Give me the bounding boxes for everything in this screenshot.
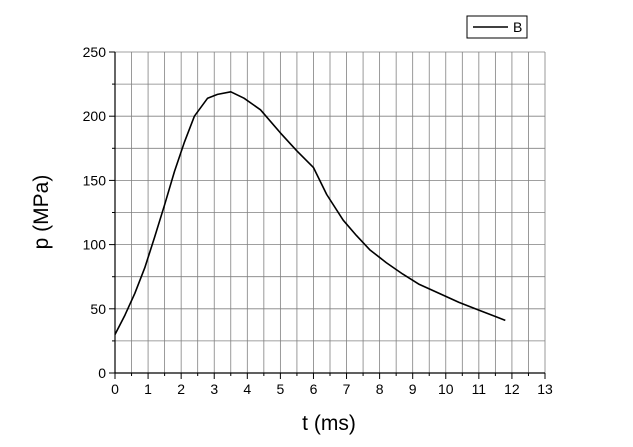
- x-tick-label: 12: [504, 381, 520, 397]
- x-tick-label: 10: [438, 381, 454, 397]
- grid: [115, 51, 546, 373]
- x-tick-label: 13: [537, 381, 553, 397]
- y-tick-label: 100: [83, 237, 107, 253]
- series-layer: [114, 91, 506, 335]
- x-tick-label: 5: [276, 381, 284, 397]
- y-tick-label: 250: [83, 44, 107, 60]
- y-tick-label: 150: [83, 172, 107, 188]
- x-tick-label: 2: [177, 381, 185, 397]
- x-tick-label: 4: [243, 381, 251, 397]
- x-tick-label: 9: [409, 381, 417, 397]
- x-tick-label: 1: [144, 381, 152, 397]
- x-tick-label: 3: [210, 381, 218, 397]
- y-tick-label: 50: [90, 301, 106, 317]
- x-tick-label: 11: [472, 381, 487, 397]
- x-tick-label: 6: [310, 381, 318, 397]
- x-axis-label: t (ms): [302, 412, 356, 435]
- y-tick-label: 200: [83, 108, 107, 124]
- legend: B: [466, 15, 528, 39]
- legend-label-b: B: [513, 19, 522, 35]
- x-tick-label: 0: [111, 381, 119, 397]
- x-tick-label: 7: [343, 381, 351, 397]
- x-tick-label: 8: [376, 381, 384, 397]
- series-line-b: [114, 91, 506, 335]
- y-tick-label: 0: [98, 365, 106, 381]
- axes: [109, 51, 546, 379]
- y-axis-label: p (MPa): [30, 175, 53, 250]
